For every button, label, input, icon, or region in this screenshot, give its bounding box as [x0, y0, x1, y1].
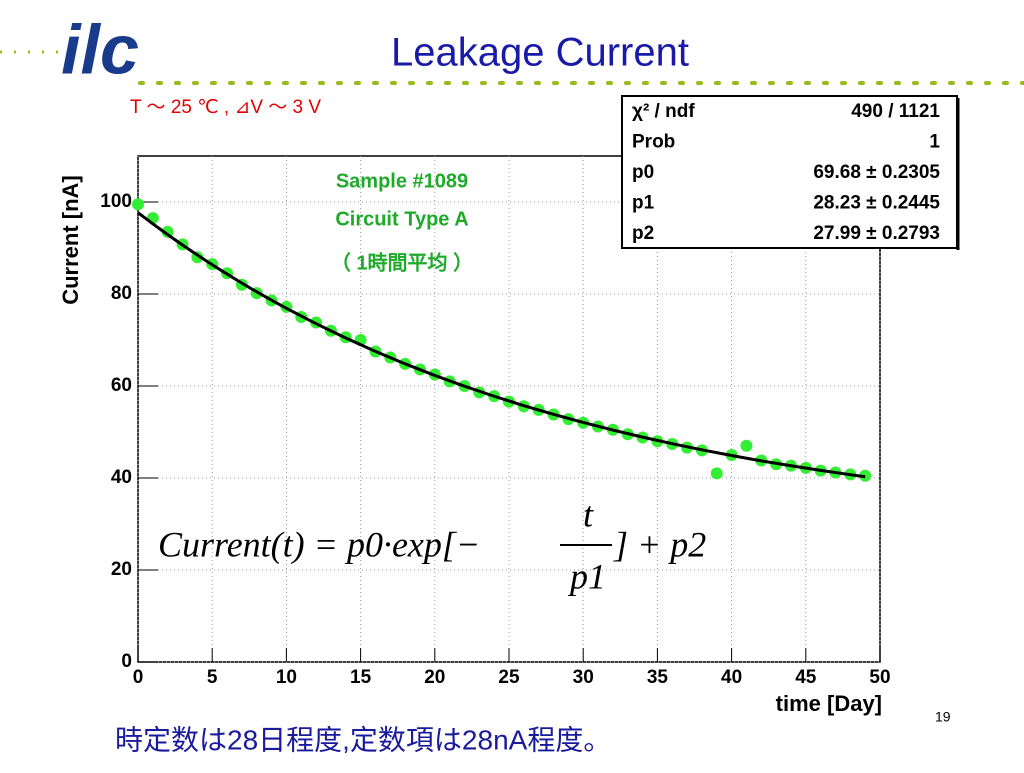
y-tick-label: 80 [111, 283, 132, 304]
stats-label: χ² / ndf [632, 101, 695, 122]
annotation: Circuit Type A [335, 208, 468, 230]
data-point [740, 439, 753, 452]
x-tick-label: 45 [795, 667, 817, 688]
annotation: （ 1時間平均 ） [331, 250, 473, 274]
page-number: 19 [935, 709, 951, 725]
stats-value: 69.68 ± 0.2305 [813, 162, 940, 183]
decor [0, 50, 1024, 85]
y-tick-label: 20 [111, 559, 132, 580]
annotation: Sample #1089 [336, 170, 468, 192]
x-tick-label: 40 [721, 667, 742, 688]
x-tick-label: 15 [350, 667, 372, 688]
x-tick-label: 25 [498, 667, 520, 688]
data-point [710, 467, 723, 480]
y-tick-label: 0 [121, 651, 132, 672]
stats-value: 1 [929, 132, 940, 153]
y-tick-label: 100 [100, 191, 132, 212]
condition: T ～ 25 ℃ , ⊿V ～ 3 V [130, 97, 321, 118]
stats-label: p2 [632, 223, 654, 244]
y-axis-label: Current [nA] [58, 175, 83, 305]
stats-label: p0 [632, 162, 654, 183]
y-tick-label: 40 [111, 467, 132, 488]
stats-label: p1 [632, 193, 655, 214]
stats-value: 27.99 ± 0.2793 [813, 223, 940, 244]
formula: p1 [567, 556, 606, 596]
stats-box [621, 95, 958, 249]
y-tick-label: 60 [111, 375, 132, 396]
data-point [132, 198, 144, 211]
x-axis-label: time [Day] [776, 691, 882, 716]
formula: t [583, 494, 594, 534]
fit-line [137, 211, 866, 479]
x-tick-label: 20 [424, 667, 445, 688]
logo: ilc [61, 10, 139, 88]
x-tick-label: 35 [647, 667, 669, 688]
formula: Current(t) = p0·exp[− [158, 524, 480, 564]
x-tick-label: 0 [133, 667, 144, 688]
formula: ] + p2 [613, 524, 706, 564]
x-tick-label: 30 [573, 667, 594, 688]
stats-label: Prob [632, 132, 675, 153]
x-tick-label: 10 [276, 667, 297, 688]
footer: 時定数は28日程度,定数項は28nA程度。 [115, 724, 611, 755]
stats-value: 490 / 1121 [851, 101, 940, 122]
stats-value: 28.23 ± 0.2445 [813, 193, 940, 214]
x-tick-label: 50 [869, 667, 890, 688]
x-tick-label: 5 [207, 667, 218, 688]
title: Leakage Current [391, 31, 689, 75]
